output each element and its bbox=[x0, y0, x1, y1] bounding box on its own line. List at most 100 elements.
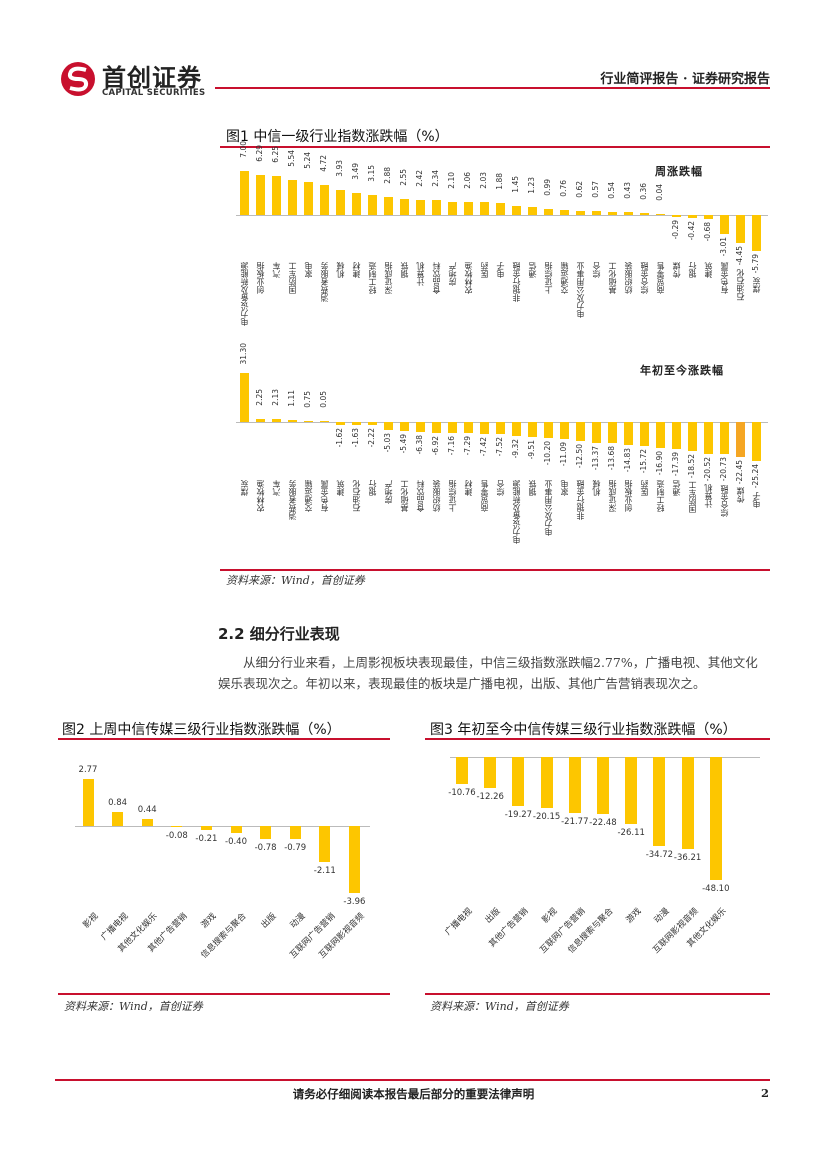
data-label: -2.11 bbox=[313, 865, 336, 876]
bar bbox=[463, 202, 473, 215]
data-label: -20.15 bbox=[532, 812, 561, 823]
data-label: 3.93 bbox=[335, 160, 344, 177]
category-label: 钢铁 bbox=[400, 262, 409, 278]
category-label: 影视 bbox=[539, 906, 560, 926]
data-label: -7.52 bbox=[495, 436, 504, 457]
bar bbox=[348, 826, 360, 894]
footer-divider bbox=[55, 1079, 770, 1081]
bar bbox=[653, 757, 666, 846]
bar bbox=[415, 422, 425, 432]
page-number: 2 bbox=[761, 1086, 770, 1100]
data-label: 7.00 bbox=[239, 140, 248, 158]
bar bbox=[540, 757, 553, 809]
category-label: 上证综指 bbox=[448, 480, 457, 512]
category-label: 食品饮料 bbox=[432, 262, 441, 294]
data-label: -18.52 bbox=[687, 453, 696, 478]
category-label: 游戏 bbox=[199, 911, 219, 931]
data-label: -0.78 bbox=[254, 843, 277, 854]
bar bbox=[287, 180, 297, 215]
bar bbox=[735, 422, 745, 457]
bar bbox=[239, 373, 249, 422]
bar bbox=[367, 422, 377, 426]
bar bbox=[319, 185, 329, 215]
category-label: 煤炭 bbox=[240, 480, 249, 496]
bar bbox=[559, 210, 569, 215]
data-label: 0.57 bbox=[591, 181, 600, 199]
category-label: 煤炭 bbox=[752, 277, 761, 293]
category-label: 汽车 bbox=[272, 480, 281, 496]
bar bbox=[351, 422, 361, 425]
bar bbox=[383, 196, 393, 215]
category-label: 农林牧渔 bbox=[256, 480, 265, 512]
bar bbox=[289, 826, 301, 840]
category-label: 计算机 bbox=[416, 262, 425, 286]
data-label: -11.09 bbox=[559, 442, 568, 467]
company-logo: 首创证券 CAPITAL SECURITIES bbox=[60, 60, 220, 100]
data-label: 3.49 bbox=[351, 163, 360, 180]
bar bbox=[512, 757, 525, 807]
bar bbox=[639, 422, 649, 447]
data-label: -0.42 bbox=[687, 220, 696, 241]
bar bbox=[484, 757, 497, 789]
data-label: 2.42 bbox=[415, 169, 424, 187]
data-label: -9.32 bbox=[511, 439, 520, 459]
report-type: 行业简评报告 · 证券研究报告 bbox=[600, 72, 770, 87]
data-label: 1.23 bbox=[527, 177, 536, 194]
data-label: -26.11 bbox=[617, 827, 645, 838]
bar bbox=[399, 422, 409, 431]
data-label: -5.03 bbox=[383, 432, 392, 453]
category-label: 国防军工 bbox=[688, 481, 697, 513]
category-label: 家电 bbox=[560, 480, 569, 496]
logo-en: CAPITAL SECURITIES bbox=[102, 88, 206, 98]
fig3-divider bbox=[425, 738, 770, 740]
bar bbox=[719, 422, 729, 455]
category-label: 深证成指 bbox=[384, 262, 393, 294]
data-label: -0.40 bbox=[225, 836, 247, 847]
bar bbox=[719, 215, 729, 234]
bar bbox=[543, 208, 553, 215]
category-label: 医药 bbox=[640, 480, 649, 496]
bar bbox=[495, 422, 505, 434]
category-label: 有色金属 bbox=[720, 262, 729, 294]
data-label: 0.36 bbox=[639, 182, 648, 200]
data-label: -12.26 bbox=[476, 792, 504, 803]
logo-cn: 首创证券 bbox=[102, 64, 202, 92]
fig1-title: 图1 中信一级行业指数涨跌幅（%） bbox=[226, 129, 449, 145]
data-label: -7.42 bbox=[479, 436, 488, 456]
data-label: 2.77 bbox=[78, 764, 98, 775]
bar bbox=[431, 422, 441, 433]
bar bbox=[230, 826, 242, 833]
category-label: 农林牧渔 bbox=[464, 262, 473, 294]
bar bbox=[655, 214, 665, 215]
category-label: 电力设备及新能源 bbox=[512, 480, 521, 544]
bar bbox=[681, 757, 694, 850]
fig1-bottom-divider bbox=[220, 569, 770, 571]
category-label: 银行 bbox=[688, 262, 697, 278]
logo-s-icon bbox=[61, 62, 95, 96]
bar bbox=[112, 811, 124, 826]
category-label: 出版 bbox=[258, 911, 279, 931]
data-label: 0.04 bbox=[655, 184, 664, 201]
data-label: 0.76 bbox=[559, 180, 568, 197]
bar bbox=[607, 211, 617, 215]
category-label: 基础化工 bbox=[608, 262, 617, 294]
data-label: -17.39 bbox=[671, 451, 680, 477]
category-label: 计算机 bbox=[704, 484, 713, 508]
category-label: 非银行金融 bbox=[512, 262, 521, 302]
data-label: 0.43 bbox=[623, 182, 632, 199]
data-label: -21.77 bbox=[561, 816, 589, 827]
category-label: 传媒 bbox=[672, 262, 681, 278]
bar bbox=[639, 212, 649, 215]
bar bbox=[559, 422, 569, 440]
category-label: 商贸零售 bbox=[480, 480, 489, 512]
data-label: -3.01 bbox=[719, 236, 728, 257]
category-label: 纺织服装 bbox=[432, 480, 441, 512]
bar bbox=[383, 422, 393, 430]
category-label: 房地产 bbox=[448, 262, 457, 286]
bar bbox=[271, 175, 281, 215]
bar bbox=[751, 422, 761, 462]
category-label: 综合金融 bbox=[720, 485, 729, 517]
category-label: 电力及公用事业 bbox=[544, 480, 553, 536]
bar bbox=[447, 422, 457, 434]
data-label: 2.88 bbox=[383, 166, 392, 184]
